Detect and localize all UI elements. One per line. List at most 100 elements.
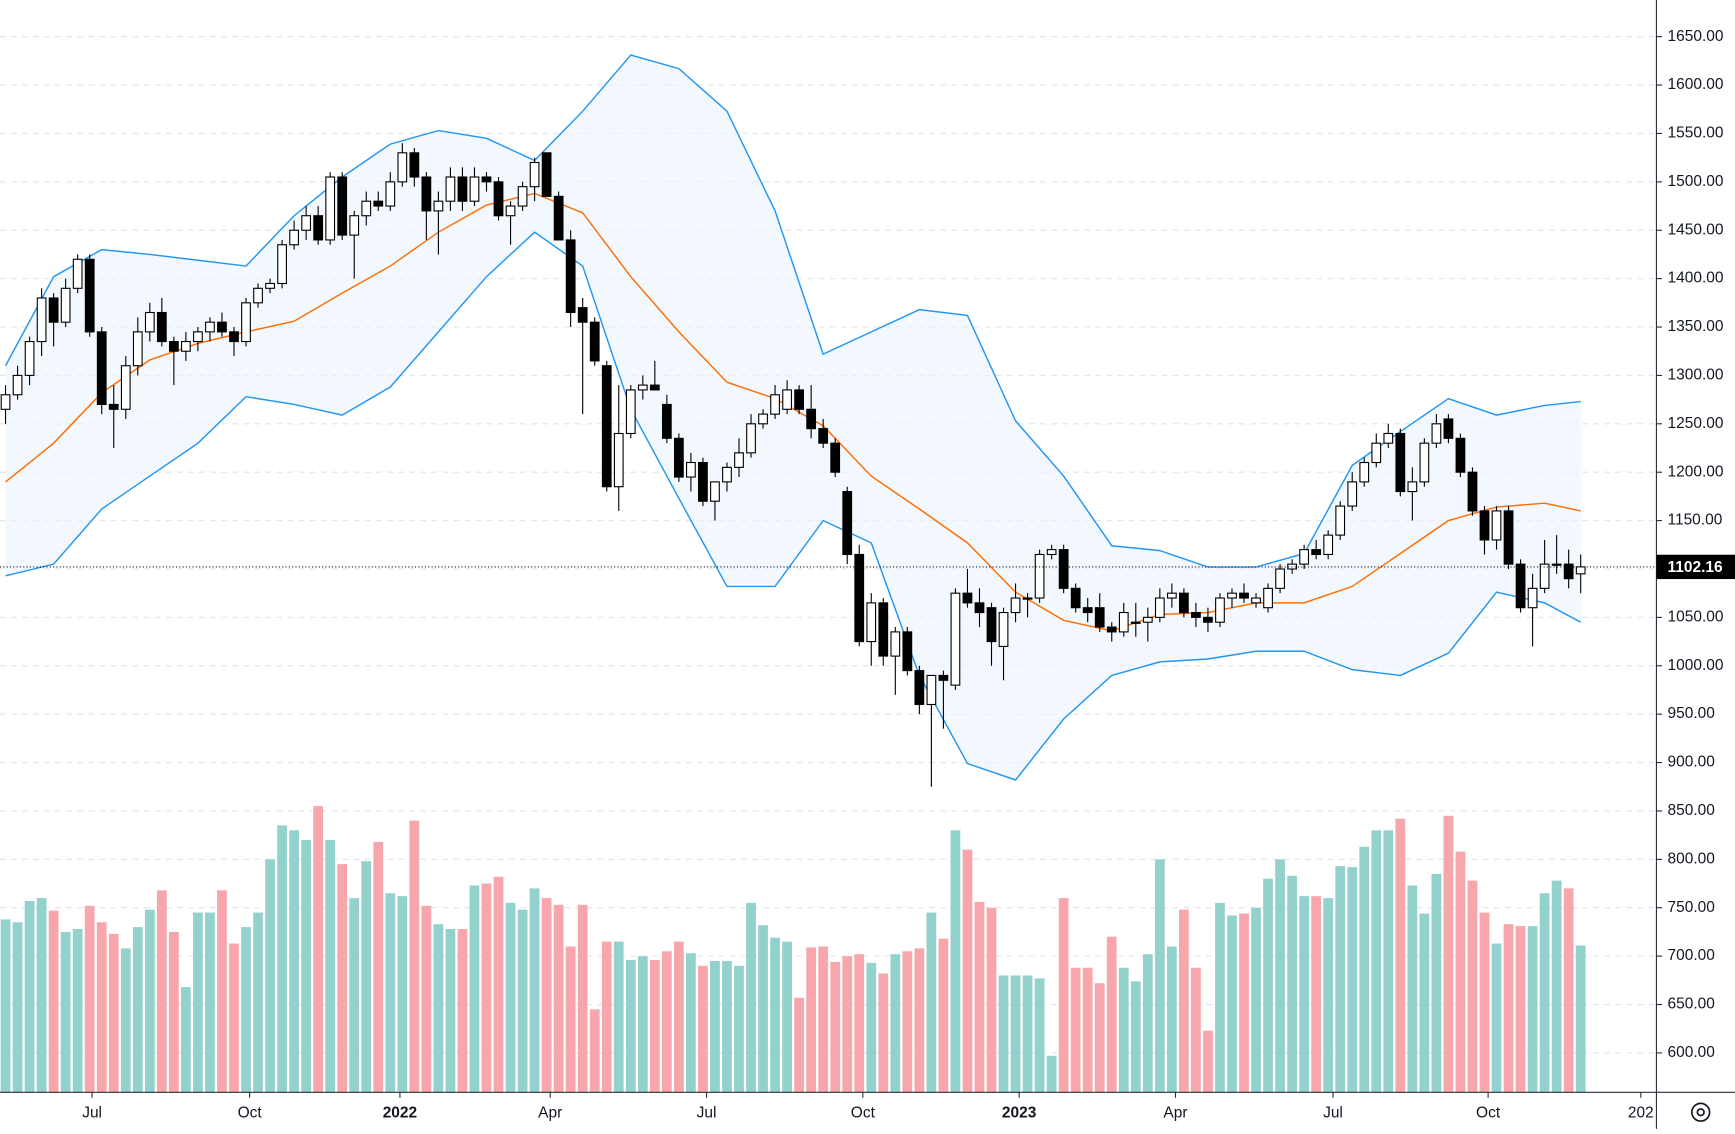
volume-bar <box>637 956 648 1093</box>
candle-body <box>637 384 648 391</box>
x-tick-label: Jul <box>1323 1104 1343 1121</box>
candle-body <box>1419 442 1430 483</box>
candle-body <box>1455 437 1466 473</box>
candle-body <box>108 403 119 410</box>
volume-bar <box>72 929 83 1093</box>
volume-bar <box>986 907 997 1093</box>
volume-bar <box>1335 866 1346 1093</box>
y-tick-label: 1600.00 <box>1668 76 1724 93</box>
candle-body <box>409 152 420 178</box>
candle-body <box>830 442 841 473</box>
volume-bar <box>289 830 299 1093</box>
volume-bar <box>1419 913 1430 1093</box>
candle-body <box>60 287 71 323</box>
volume-bar <box>698 965 708 1093</box>
candle-body <box>289 229 299 246</box>
candle-body <box>541 152 552 197</box>
volume-bar <box>505 902 516 1093</box>
volume-bar <box>1491 943 1502 1093</box>
volume-bar <box>457 929 468 1093</box>
volume-bar <box>1455 851 1466 1093</box>
candle-body <box>950 592 961 686</box>
candle-body <box>517 186 528 207</box>
candle-body <box>878 602 889 657</box>
candle-body <box>361 200 372 217</box>
y-tick-label: 1400.00 <box>1668 270 1724 287</box>
candle-body <box>72 258 83 289</box>
volume-bar <box>661 951 672 1093</box>
volume-bar <box>950 830 961 1093</box>
volume-bar <box>12 922 23 1093</box>
volume-bar <box>481 883 492 1093</box>
volume-bar <box>830 961 841 1093</box>
volume-bar <box>1383 830 1394 1093</box>
y-tick-label: 700.00 <box>1668 947 1715 964</box>
volume-bar <box>601 941 612 1093</box>
candle-body <box>1130 621 1141 624</box>
y-tick-label: 1200.00 <box>1668 463 1724 480</box>
volume-bar <box>1323 898 1334 1093</box>
candle-body <box>1227 592 1237 599</box>
volume-bar <box>1022 975 1033 1093</box>
candle-body <box>253 287 263 304</box>
candle-body <box>1203 616 1213 623</box>
volume-bar <box>1467 880 1478 1093</box>
candle-body <box>1335 505 1346 536</box>
volume-bar <box>818 946 829 1093</box>
volume-bar <box>1154 859 1165 1093</box>
volume-bar <box>914 948 925 1093</box>
x-tick-label: Jul <box>82 1104 102 1121</box>
candle-body <box>818 428 829 444</box>
candle-body <box>1034 553 1045 599</box>
settings-button[interactable] <box>1691 1102 1711 1122</box>
y-tick-label: 1450.00 <box>1668 221 1724 238</box>
y-tick-label: 950.00 <box>1668 705 1715 722</box>
candle-body <box>1082 607 1093 614</box>
candle-body <box>84 258 95 333</box>
volume-bar <box>806 947 817 1093</box>
volume-bar <box>1263 878 1273 1093</box>
candle-body <box>770 394 780 415</box>
candle-body <box>1407 481 1418 493</box>
candle-body <box>1070 587 1081 609</box>
candle-body <box>1395 432 1406 493</box>
candle-body <box>1251 597 1261 604</box>
volume-bar <box>373 841 384 1093</box>
candle-body <box>974 602 985 614</box>
last-price-tag <box>1656 554 1735 580</box>
volume-bar <box>1527 926 1538 1093</box>
candle-body <box>277 244 287 285</box>
volume-bar <box>541 898 552 1093</box>
volume-bar <box>782 941 792 1093</box>
x-tick-label: Apr <box>1163 1104 1187 1121</box>
volume-bar <box>649 959 660 1093</box>
candle-body <box>1106 626 1117 633</box>
candle-body <box>181 340 191 352</box>
candle-body <box>589 321 600 362</box>
volume-bar <box>253 912 263 1093</box>
y-tick-label: 1250.00 <box>1668 415 1724 432</box>
volume-bar <box>241 927 251 1093</box>
volume-bar <box>493 876 504 1093</box>
volume-bar <box>36 898 47 1093</box>
volume-bar <box>469 885 480 1093</box>
volume-bar <box>722 960 732 1093</box>
volume-bar <box>1215 902 1225 1093</box>
volume-bar <box>1539 893 1550 1093</box>
y-tick-label: 1000.00 <box>1668 657 1724 674</box>
candle-body <box>36 297 47 343</box>
candle-body <box>1010 597 1021 614</box>
candle-body <box>938 674 949 681</box>
volume-bar <box>1239 913 1249 1093</box>
candle-body <box>1467 471 1478 512</box>
candle-body <box>229 331 239 343</box>
candle-body <box>601 365 612 488</box>
candle-body <box>1491 510 1502 541</box>
volume-bar <box>0 919 11 1093</box>
candle-body <box>1563 563 1574 580</box>
volume-bar <box>974 901 985 1093</box>
candle-body <box>902 631 913 672</box>
candle-body <box>1443 418 1454 439</box>
candle-body <box>926 674 937 706</box>
